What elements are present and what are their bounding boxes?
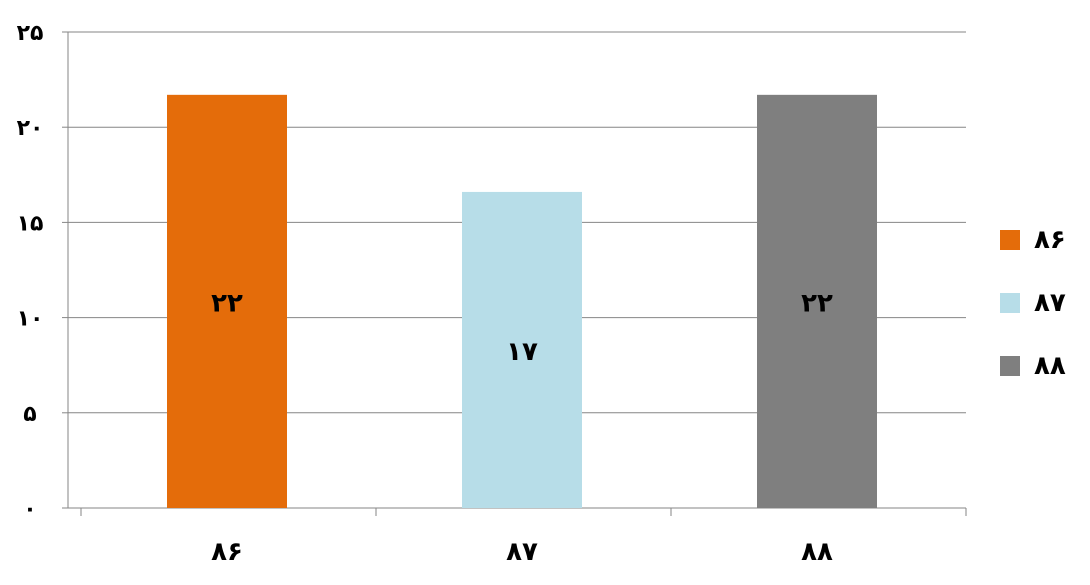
- bar-2: [462, 191, 582, 508]
- x-axis-ticks: ۸۶ ۸۷ ۸۸: [211, 537, 833, 567]
- y-axis-ticks: ۰ ۵ ۱۰ ۱۵ ۲۰ ۲۵: [17, 21, 44, 522]
- x-tick-label: ۸۸: [801, 537, 833, 567]
- legend-swatch: [1000, 293, 1020, 313]
- y-tick-label: ۱۵: [17, 211, 44, 236]
- bar-1: [167, 94, 287, 508]
- y-tick-label: ۱۰: [17, 307, 44, 332]
- legend-label: ۸۸: [1034, 351, 1066, 381]
- legend-swatch: [1000, 356, 1020, 376]
- y-tick-label: ۲۵: [17, 21, 44, 46]
- data-label: ۱۷: [506, 337, 538, 367]
- data-labels: ۲۲ ۱۷ ۲۲: [211, 288, 833, 367]
- y-tick-label: ۰: [23, 497, 36, 522]
- data-label: ۲۲: [211, 288, 243, 318]
- x-tick-label: ۸۶: [211, 537, 243, 567]
- legend-label: ۸۶: [1034, 225, 1066, 255]
- legend-swatch: [1000, 230, 1020, 250]
- legend: ۸۶ ۸۷ ۸۸: [1000, 225, 1066, 381]
- legend-label: ۸۷: [1034, 288, 1066, 318]
- y-tick-label: ۵: [23, 402, 36, 427]
- y-tick-label: ۲۰: [17, 116, 44, 141]
- bar-3: [757, 94, 877, 508]
- x-tick-label: ۸۷: [506, 537, 538, 567]
- data-label: ۲۲: [801, 288, 833, 318]
- bars: [167, 94, 877, 508]
